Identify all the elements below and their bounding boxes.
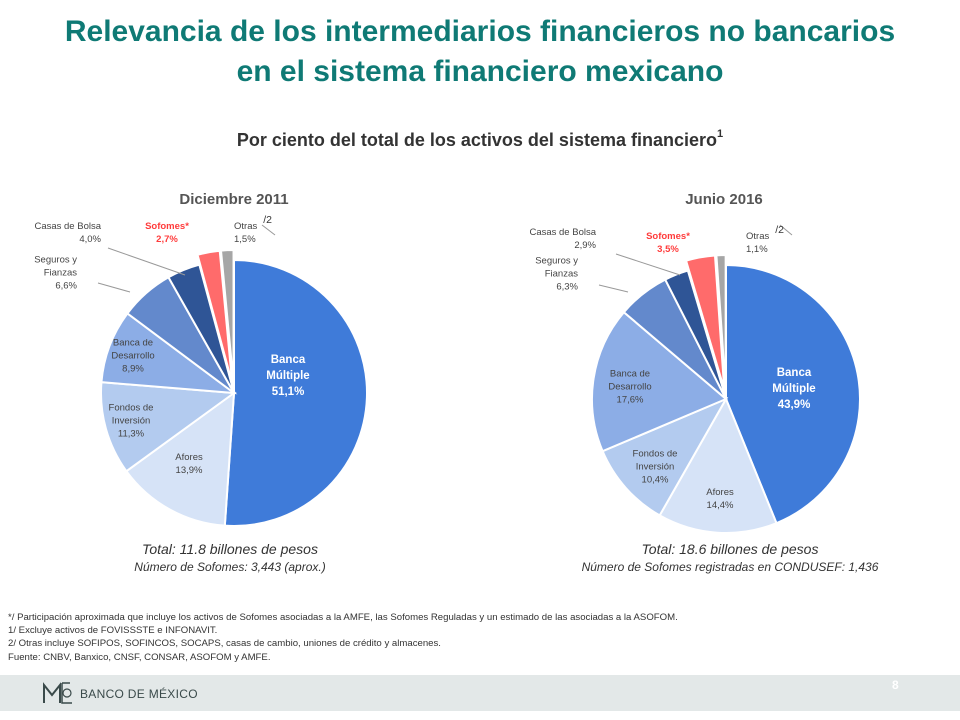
footnotes: */ Participación aproximada que incluye … [8, 611, 948, 664]
pie-slice-fondos-de-inversion [601, 396, 729, 517]
pie-slice-banca-de-desarrollo [591, 310, 728, 453]
svg-text:Fondos de: Fondos de [109, 402, 154, 413]
svg-text:2,9%: 2,9% [574, 240, 596, 251]
svg-text:Inversión: Inversión [636, 461, 675, 472]
data-label-sofomes: Sofomes* 2,7% [145, 221, 189, 245]
svg-text:Casas de Bolsa: Casas de Bolsa [529, 227, 596, 238]
total-dec-2011: Total: 11.8 billones de pesos [142, 541, 318, 557]
title-line-1: Relevancia de los intermediarios financi… [64, 15, 896, 48]
svg-text:Banca: Banca [271, 354, 306, 366]
svg-text:Desarrollo: Desarrollo [608, 381, 651, 392]
svg-text:Fianzas: Fianzas [44, 267, 78, 278]
subtitle-footnote-mark: 1 [717, 128, 724, 140]
page-number: 8 [892, 678, 899, 692]
svg-text:4,0%: 4,0% [79, 234, 101, 245]
data-label-casas-de-bolsa: Casas de Bolsa 4,0% [34, 221, 101, 245]
pie-slice-otras [219, 249, 235, 384]
footnote-2: 2/ Otras incluye SOFIPOS, SOFINCOS, SOCA… [8, 638, 441, 650]
svg-text:17,6%: 17,6% [617, 394, 644, 405]
data-label-fondos-de-inversion: Fondos de Inversión 10,4% [633, 448, 678, 485]
svg-text:Seguros y: Seguros y [535, 255, 578, 266]
data-label-otras: Otras/2 1,1% [746, 224, 784, 255]
leader-line-seguros-y-fianzas [598, 284, 629, 293]
pie-slice-fondos-de-inversion [100, 381, 237, 473]
data-label-fondos-de-inversion: Fondos de Inversión 11,3% [109, 402, 154, 439]
svg-text:Inversión: Inversión [112, 415, 151, 426]
svg-text:6,6%: 6,6% [55, 280, 77, 291]
total-jun-2016: Total: 18.6 billones de pesos [641, 541, 819, 557]
svg-text:10,4%: 10,4% [642, 474, 669, 485]
svg-text:2,7%: 2,7% [156, 234, 178, 245]
banco-de-mexico-logo-icon [43, 682, 72, 704]
total-block-jun-2016: Total: 18.6 billones de pesos Número de … [540, 541, 920, 574]
pie-chart-jun-2016: Junio 2016 Banca Múltiple 43,9% Afores 14,4% F… [529, 191, 861, 534]
pie-slice-casas-de-bolsa [663, 269, 727, 400]
svg-text:Otras/2: Otras/2 [746, 224, 784, 242]
logo-text: BANCO DE MÉXICO [80, 687, 198, 701]
data-label-banca-multiple: Banca Múltiple 51,1% [266, 354, 309, 398]
svg-text:Fianzas: Fianzas [545, 268, 579, 279]
footer-bar [0, 675, 960, 711]
svg-text:14,4%: 14,4% [707, 500, 734, 511]
leader-line-otras [261, 224, 276, 236]
pie-slice-otras [715, 254, 727, 390]
data-label-banca-de-desarrollo: Banca de Desarrollo 8,9% [111, 337, 154, 374]
svg-text:1,1%: 1,1% [746, 244, 768, 255]
svg-text:Múltiple: Múltiple [266, 370, 309, 382]
title-line-2: en el sistema financiero mexicano [236, 55, 724, 88]
data-label-seguros-y-fianzas: Seguros y Fianzas 6,6% [34, 254, 77, 291]
pie-slice-afores [125, 390, 236, 527]
svg-text:Múltiple: Múltiple [772, 383, 815, 395]
svg-text:Afores: Afores [706, 487, 734, 498]
total-block-dec-2011: Total: 11.8 billones de pesos Número de … [80, 541, 380, 574]
svg-text:Banca: Banca [777, 367, 812, 379]
pie-title: Diciembre 2011 [179, 191, 288, 208]
footnote-sofomes: */ Participación aproximada que incluye … [8, 612, 678, 623]
data-label-casas-de-bolsa: Casas de Bolsa 2,9% [529, 227, 596, 251]
pie-slice-sofomes [196, 249, 234, 384]
svg-text:Sofomes*: Sofomes* [145, 221, 189, 232]
data-label-banca-de-desarrollo: Banca de Desarrollo 17,6% [608, 368, 651, 405]
pie-slice-afores [658, 396, 778, 534]
chart-subtitle: Por ciento del total de los activos del … [0, 128, 960, 151]
leader-line-casas-de-bolsa [107, 247, 186, 276]
sofomes-count-dec-2011: Número de Sofomes: 3,443 (aprox.) [134, 560, 326, 574]
svg-text:Fondos de: Fondos de [633, 448, 678, 459]
svg-text:Seguros y: Seguros y [34, 254, 77, 265]
svg-text:Banca de: Banca de [113, 337, 153, 348]
pie-title: Junio 2016 [685, 191, 763, 208]
pie-slice-sofomes [684, 254, 726, 390]
data-label-afores: Afores 13,9% [175, 452, 203, 476]
page-title: Relevancia de los intermediarios financi… [0, 12, 960, 92]
pie-chart-dec-2011: Diciembre 2011 Banca Múltiple 51,1% Afores 13… [34, 191, 369, 527]
svg-text:51,1%: 51,1% [272, 386, 305, 398]
svg-text:13,9%: 13,9% [176, 465, 203, 476]
pie-slice-banca-multiple [725, 263, 861, 525]
data-label-seguros-y-fianzas: Seguros y Fianzas 6,3% [535, 255, 578, 292]
svg-text:Afores: Afores [175, 452, 203, 463]
data-label-otras: Otras/2 1,5% [234, 214, 272, 245]
sofomes-count-jun-2016: Número de Sofomes registradas en CONDUSE… [581, 560, 879, 574]
data-label-banca-multiple: Banca Múltiple 43,9% [772, 367, 815, 411]
svg-text:Banca de: Banca de [610, 368, 650, 379]
svg-text:1,5%: 1,5% [234, 234, 256, 245]
svg-text:Casas de Bolsa: Casas de Bolsa [34, 221, 101, 232]
svg-text:43,9%: 43,9% [778, 399, 811, 411]
subtitle-text: Por ciento del total de los activos del … [236, 130, 717, 150]
svg-text:Desarrollo: Desarrollo [111, 350, 154, 361]
svg-text:8,9%: 8,9% [122, 363, 144, 374]
footnote-source: Fuente: CNBV, Banxico, CNSF, CONSAR, ASO… [8, 651, 271, 663]
footnote-1: 1/ Excluye activos de FOVISSSTE e INFONA… [8, 625, 218, 637]
leader-line-seguros-y-fianzas [97, 282, 131, 293]
leader-line-otras [779, 224, 793, 236]
data-label-afores: Afores 14,4% [706, 487, 734, 511]
svg-text:Otras/2: Otras/2 [234, 214, 272, 232]
svg-text:3,5%: 3,5% [657, 244, 679, 255]
svg-text:11,3%: 11,3% [118, 428, 145, 439]
pie-slice-banca-multiple [223, 258, 369, 527]
data-label-sofomes: Sofomes* 3,5% [646, 231, 690, 255]
svg-text:6,3%: 6,3% [556, 281, 578, 292]
svg-text:Sofomes*: Sofomes* [646, 231, 690, 242]
leader-line-casas-de-bolsa [615, 253, 681, 276]
